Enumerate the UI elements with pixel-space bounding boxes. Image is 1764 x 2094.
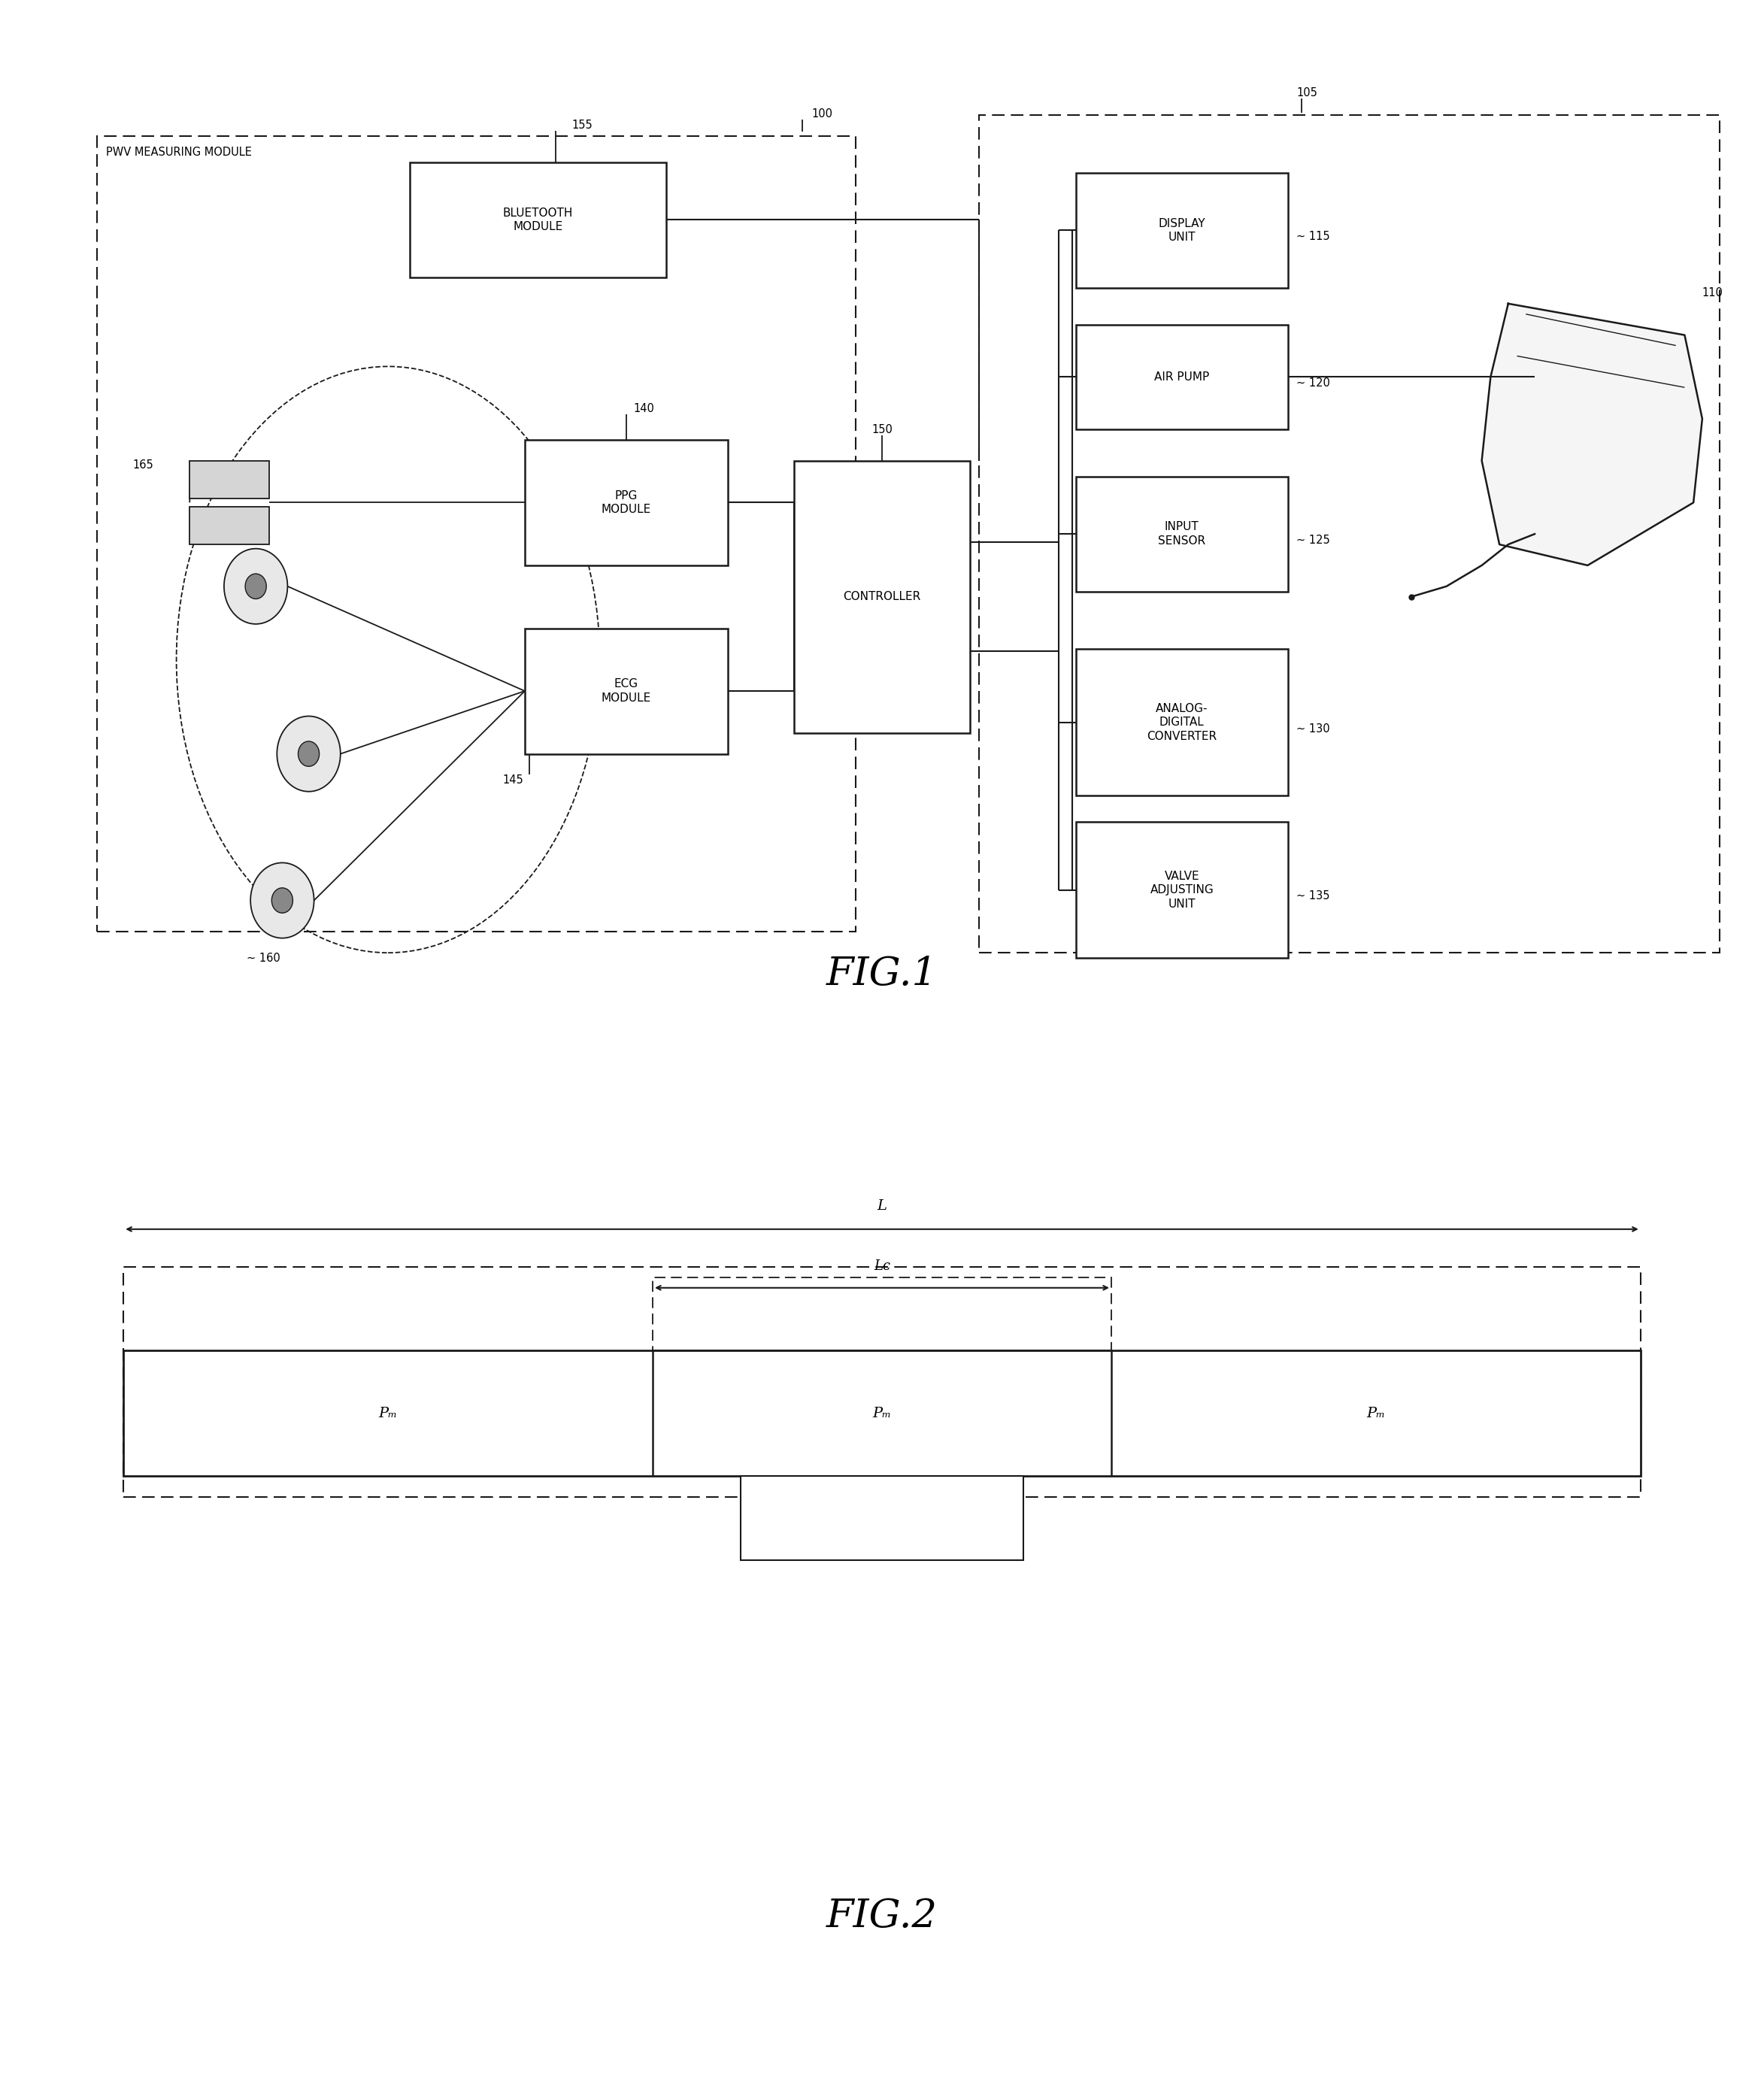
Bar — [794, 461, 970, 733]
Bar — [1076, 649, 1288, 796]
Text: Lᴄ: Lᴄ — [873, 1261, 891, 1273]
Text: 155: 155 — [572, 119, 593, 130]
Bar — [1076, 325, 1288, 429]
Text: AIR PUMP: AIR PUMP — [1154, 371, 1210, 383]
Text: Pₘ: Pₘ — [1367, 1407, 1385, 1420]
Text: 150: 150 — [871, 425, 893, 436]
Text: FIG.2: FIG.2 — [826, 1897, 938, 1935]
Bar — [1076, 172, 1288, 287]
Text: 140: 140 — [633, 404, 654, 415]
Text: L: L — [877, 1200, 887, 1212]
Bar — [191, 507, 270, 544]
Text: CONTROLLER: CONTROLLER — [843, 591, 921, 603]
Bar — [653, 1277, 1111, 1351]
Circle shape — [245, 574, 266, 599]
Text: ECG
MODULE: ECG MODULE — [602, 678, 651, 704]
Text: BLUETOOTH
MODULE: BLUETOOTH MODULE — [503, 207, 573, 232]
Bar — [409, 161, 665, 276]
Text: 110: 110 — [1702, 287, 1723, 299]
Bar — [526, 440, 727, 565]
Bar — [1076, 475, 1288, 591]
Bar — [979, 115, 1720, 953]
Circle shape — [250, 863, 314, 938]
Text: Pₘ: Pₘ — [379, 1407, 397, 1420]
Text: 165: 165 — [132, 459, 153, 471]
Text: ~ 125: ~ 125 — [1297, 534, 1330, 547]
Bar — [1076, 823, 1288, 959]
Text: ~ 120: ~ 120 — [1297, 377, 1330, 389]
Text: 100: 100 — [811, 109, 833, 119]
Text: VALVE
ADJUSTING
UNIT: VALVE ADJUSTING UNIT — [1150, 871, 1214, 909]
Polygon shape — [1482, 304, 1702, 565]
Circle shape — [224, 549, 288, 624]
Bar — [123, 1351, 1641, 1476]
Text: ~ 115: ~ 115 — [1297, 230, 1330, 243]
Text: PWV MEASURING MODULE: PWV MEASURING MODULE — [106, 147, 252, 157]
Bar — [653, 1351, 1111, 1403]
Circle shape — [298, 741, 319, 766]
Text: ~ 130: ~ 130 — [1297, 722, 1330, 735]
Text: PPG
MODULE: PPG MODULE — [602, 490, 651, 515]
Text: FIG.1: FIG.1 — [826, 955, 938, 993]
Text: DISPLAY
UNIT: DISPLAY UNIT — [1159, 218, 1205, 243]
Circle shape — [272, 888, 293, 913]
Bar — [191, 461, 270, 498]
Bar — [97, 136, 856, 932]
Bar — [123, 1267, 1641, 1497]
Bar — [741, 1476, 1023, 1560]
Circle shape — [277, 716, 340, 792]
Text: 145: 145 — [503, 775, 524, 785]
Text: INPUT
SENSOR: INPUT SENSOR — [1159, 521, 1205, 547]
Text: 105: 105 — [1297, 88, 1318, 98]
Text: ~ 160: ~ 160 — [247, 953, 280, 963]
Text: Pₘ: Pₘ — [873, 1407, 891, 1420]
Bar — [526, 628, 727, 754]
Text: ~ 135: ~ 135 — [1297, 890, 1330, 903]
Text: ANALOG-
DIGITAL
CONVERTER: ANALOG- DIGITAL CONVERTER — [1147, 704, 1217, 741]
